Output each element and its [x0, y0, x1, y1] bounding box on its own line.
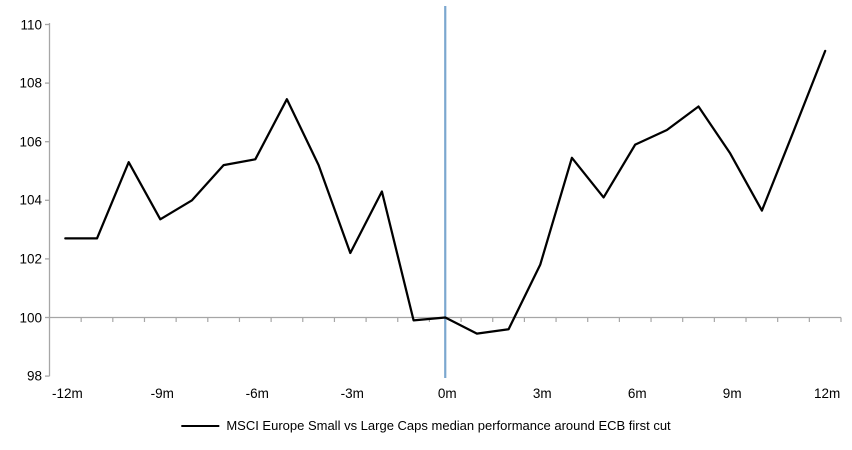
x-axis-tick-label: 9m — [722, 386, 742, 401]
y-axis-tick-label: 102 — [19, 251, 42, 267]
legend-label: MSCI Europe Small vs Large Caps median p… — [226, 418, 671, 433]
x-axis-tick-label: 0m — [437, 386, 457, 401]
y-axis-tick-label: 108 — [19, 75, 42, 91]
y-axis-tick-label: 106 — [19, 133, 42, 149]
series-line — [64, 49, 827, 335]
legend: MSCI Europe Small vs Large Caps median p… — [181, 418, 671, 434]
x-axis-tick-label: 6m — [627, 386, 647, 401]
x-axis-tick-label: -9m — [150, 386, 174, 401]
x-axis-tick-label: 12m — [814, 386, 841, 401]
legend-line-sample — [181, 424, 220, 427]
y-axis-tick-label: 104 — [19, 192, 42, 208]
x-axis-tick-label: 3m — [532, 386, 552, 401]
y-axis-tick-label: 110 — [20, 16, 42, 32]
x-axis-tick-label: -12m — [51, 386, 83, 401]
y-axis-tick-label: 100 — [19, 309, 42, 325]
y-axis-tick-label: 98 — [26, 368, 42, 384]
x-axis-tick-label: -3m — [340, 386, 364, 401]
x-axis-tick-label: -6m — [245, 386, 269, 401]
